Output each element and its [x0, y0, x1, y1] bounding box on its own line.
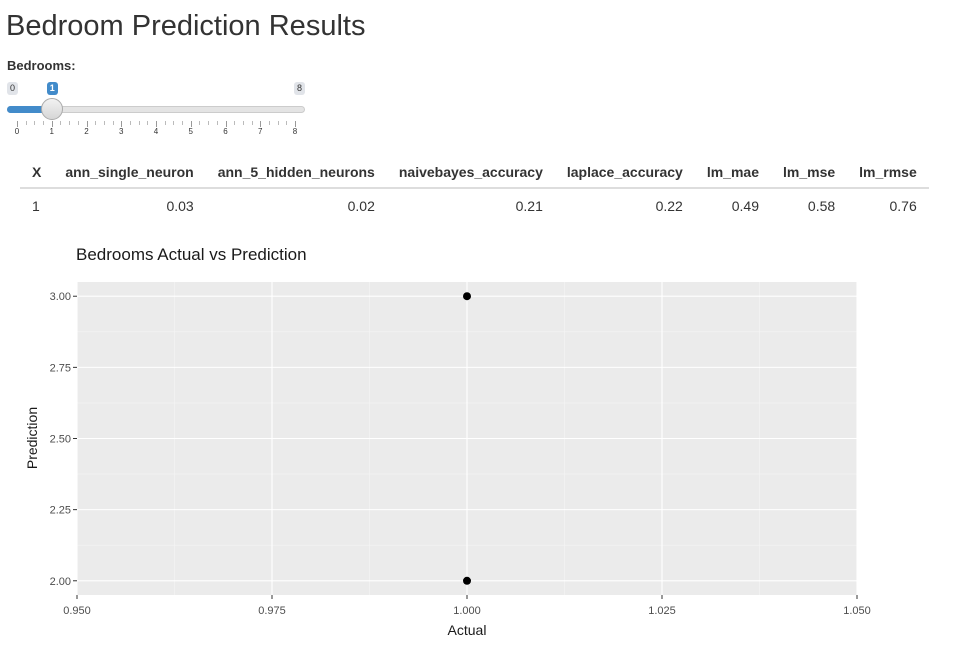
slider-minor-tick: [277, 121, 279, 125]
slider-current-value: 1: [46, 82, 58, 95]
slider-minor-tick: [60, 121, 62, 125]
x-tick-label: 1.000: [453, 605, 481, 617]
slider-tick-label: 3: [119, 127, 124, 136]
slider-tick-label: 4: [153, 127, 159, 136]
slider-major-tick: [86, 121, 88, 127]
slider-minor-tick: [129, 121, 131, 125]
table-header: naivebayes_accuracy: [386, 158, 555, 189]
slider-minor-tick: [69, 121, 71, 125]
table-header: lm_mse: [771, 158, 848, 189]
slider-major-tick: [225, 121, 227, 127]
table-cell: 0.21: [515, 198, 543, 214]
slider-minor-tick: [147, 121, 149, 125]
y-tick-label: 2.50: [50, 434, 71, 446]
scatter-chart: Bedrooms Actual vs Prediction 0.950 0.975…: [24, 245, 871, 638]
slider-major-tick: [260, 121, 262, 127]
bedrooms-slider[interactable]: 0 8 1 0 1 2 3 4 5 6 7 8: [0, 0, 320, 140]
table-cell: 0.22: [655, 198, 683, 214]
slider-major-tick: [121, 121, 123, 127]
page-title: Bedroom Prediction Results: [6, 10, 366, 42]
slider-major-tick: [295, 121, 296, 127]
slider-minor-tick: [182, 121, 184, 125]
slider-minor-tick: [199, 121, 201, 125]
table-cell: 0.49: [731, 198, 759, 214]
slider-minor-tick: [25, 121, 27, 125]
slider-tick-label: 1: [49, 127, 54, 136]
slider-minor-tick: [95, 121, 97, 125]
slider-min-label: 0: [7, 82, 19, 95]
slider-minor-tick: [164, 121, 166, 125]
table-cell: 0.76: [889, 198, 917, 214]
table-header: lm_rmse: [847, 158, 929, 189]
x-tick-label: 0.975: [258, 605, 286, 617]
slider-minor-tick: [286, 121, 288, 125]
y-tick-label: 2.25: [50, 505, 71, 517]
slider-minor-tick: [77, 121, 79, 125]
slider-minor-tick: [268, 121, 270, 125]
table-cell: 0.02: [347, 198, 375, 214]
x-tick-label: 0.950: [63, 605, 91, 617]
slider-minor-tick: [208, 121, 210, 125]
slider-tick-label: 5: [188, 127, 193, 136]
table-header: ann_single_neuron: [53, 158, 206, 189]
slider-minor-tick: [216, 121, 218, 125]
y-tick-label: 3.00: [50, 291, 71, 303]
slider-minor-tick: [242, 121, 244, 125]
slider-fill: [7, 106, 52, 113]
slider-major-tick: [156, 121, 157, 127]
y-axis-ticks: 2.00 2.25 2.50 2.75 3.00: [50, 291, 77, 588]
data-point: [463, 576, 471, 585]
x-axis-ticks: 0.950 0.975 1.000 1.025 1.050: [63, 595, 871, 617]
slider-max-label: 8: [294, 82, 306, 95]
table-cell: 0.03: [166, 198, 194, 214]
chart-title: Bedrooms Actual vs Prediction: [76, 245, 307, 264]
x-axis-title: Actual: [448, 622, 487, 638]
y-tick-label: 2.00: [50, 576, 71, 588]
results-table: X ann_single_neuron ann_5_hidden_neurons…: [20, 158, 929, 218]
slider-minor-tick: [173, 121, 175, 125]
y-axis-title: Prediction: [24, 407, 40, 469]
y-tick-label: 2.75: [50, 362, 71, 374]
slider-minor-tick: [103, 121, 105, 125]
slider-major-tick: [17, 121, 18, 127]
slider-handle[interactable]: [40, 98, 63, 120]
table-header: lm_mae: [694, 158, 771, 189]
x-tick-label: 1.050: [843, 605, 871, 617]
table-cell: 0.58: [807, 198, 836, 214]
slider-major-tick: [190, 121, 192, 127]
slider-major-tick: [51, 121, 53, 127]
slider-minor-tick: [234, 121, 236, 125]
slider-minor-tick: [34, 121, 36, 125]
slider-tick-label: 7: [258, 127, 263, 136]
slider-minor-tick: [138, 121, 140, 125]
slider-tick-label: 6: [223, 127, 228, 136]
table-row: 1 0.03 0.02 0.21 0.22 0.49 0.58 0.76: [20, 188, 929, 218]
data-points: [463, 292, 471, 585]
slider-tick-label: 0: [14, 127, 20, 136]
slider-minor-tick: [43, 121, 45, 125]
table-header: laplace_accuracy: [554, 158, 695, 189]
table-cell: 1: [32, 198, 40, 214]
slider-minor-tick: [112, 121, 114, 125]
data-point: [463, 292, 471, 301]
bedrooms-slider-label: Bedrooms:: [7, 58, 76, 73]
table-header: X: [20, 158, 54, 189]
slider-minor-tick: [251, 121, 253, 125]
table-header: ann_5_hidden_neurons: [205, 158, 387, 189]
slider-tick-label: 8: [292, 127, 298, 136]
table-header-row: X ann_single_neuron ann_5_hidden_neurons…: [20, 158, 929, 189]
x-tick-label: 1.025: [648, 605, 676, 617]
slider-tick-label: 2: [84, 127, 89, 136]
